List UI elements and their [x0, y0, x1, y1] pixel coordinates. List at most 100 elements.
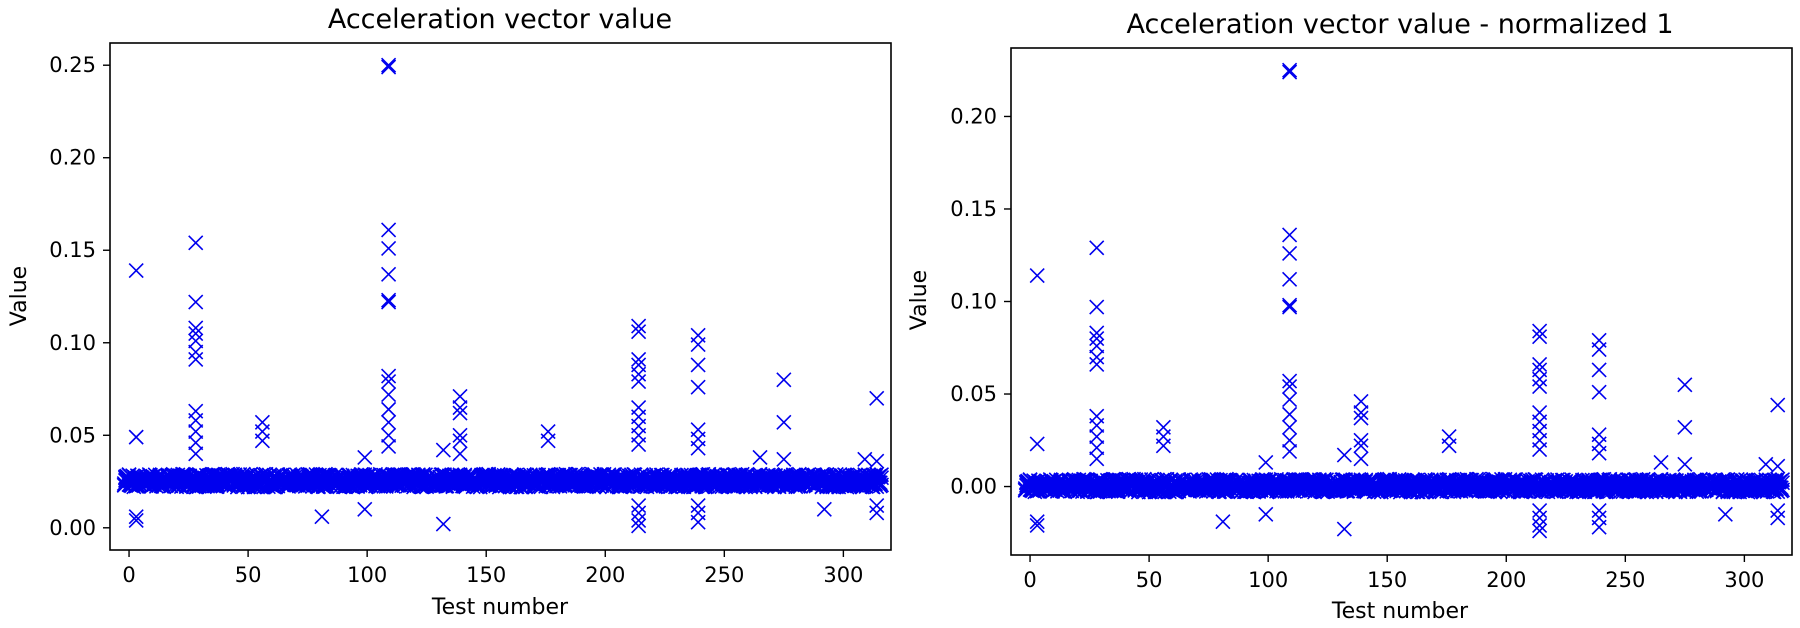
x-tick-label: 100: [1248, 568, 1288, 592]
data-point-outlier: [1591, 445, 1607, 461]
data-point-outlier: [631, 505, 647, 521]
x-tick-label: 150: [466, 563, 506, 587]
data-point-outlier: [188, 294, 204, 310]
data-point-outlier: [1677, 456, 1693, 472]
data-point-outlier: [381, 374, 397, 390]
y-tick-label: 0.20: [950, 104, 997, 128]
data-point-outlier: [1089, 349, 1105, 365]
chart-title: Acceleration vector value - normalized 1: [1126, 9, 1673, 40]
data-point-outlier: [381, 240, 397, 256]
data-point-outlier: [1532, 329, 1548, 345]
data-point-outlier: [631, 374, 647, 390]
x-tick-label: 200: [585, 563, 625, 587]
data-point-outlier: [1591, 362, 1607, 378]
data-point-outlier: [314, 509, 330, 525]
x-tick-label: 300: [823, 563, 863, 587]
data-point-outlier: [452, 388, 468, 404]
data-point-outlier: [816, 501, 832, 517]
data-point-outlier: [188, 333, 204, 349]
data-point-outlier: [188, 325, 204, 342]
data-point-outlier: [381, 294, 397, 310]
y-tick-label: 0.00: [49, 516, 96, 540]
data-point-outlier: [1532, 503, 1548, 519]
chart-acceleration-normalized: Acceleration vector value - normalized 1…: [907, 9, 1793, 624]
x-tick-label: 100: [347, 563, 387, 587]
data-point-outlier: [1353, 393, 1369, 409]
y-tick-label: 0.20: [49, 146, 96, 170]
y-axis-label: Value: [907, 270, 932, 330]
data-point-outlier: [1653, 454, 1669, 471]
data-point-outlier: [1282, 443, 1298, 459]
data-point-outlier: [435, 516, 451, 532]
data-point-outlier: [690, 514, 706, 530]
data-point-outlier: [452, 433, 468, 449]
data-point-outlier: [1282, 64, 1298, 80]
plot-frame: [109, 42, 892, 551]
x-tick-label: 250: [704, 563, 744, 587]
data-point-outlier: [1353, 432, 1369, 448]
data-point-outlier: [381, 414, 397, 430]
y-tick-label: 0.15: [950, 197, 997, 221]
data-point: [873, 467, 890, 483]
x-tick-label: 150: [1367, 568, 1407, 592]
data-point-outlier: [1532, 379, 1548, 395]
data-point-outlier: [188, 435, 204, 451]
data-point-outlier: [128, 509, 144, 525]
data-point-outlier: [1353, 438, 1369, 454]
data-point: [1774, 472, 1791, 488]
data-point-outlier: [188, 235, 204, 251]
y-tick-label: 0.10: [950, 290, 997, 314]
y-tick-label: 0.05: [49, 423, 96, 447]
data-point-outlier: [188, 446, 204, 462]
data-point-outlier: [752, 449, 768, 466]
data-point-outlier: [776, 414, 792, 430]
data-point-outlier: [188, 344, 204, 360]
data-point-outlier: [1677, 377, 1693, 393]
data-point-outlier: [1353, 404, 1369, 421]
data-point-outlier: [381, 266, 397, 282]
data-point-outlier: [1282, 62, 1298, 78]
data-point-outlier: [690, 498, 706, 514]
data-point-outlier: [452, 446, 468, 462]
data-point-outlier: [690, 440, 706, 456]
data-point-outlier: [631, 498, 647, 514]
data-point-outlier: [690, 337, 706, 353]
data-point-outlier: [188, 412, 204, 429]
data-point-outlier: [1029, 268, 1045, 284]
data-point-outlier: [1591, 503, 1607, 519]
data-point-outlier: [869, 453, 885, 469]
data-point-outlier: [1336, 447, 1352, 463]
data-point-outlier: [1532, 371, 1548, 387]
data-point-outlier: [1089, 356, 1105, 372]
chart-acceleration: Acceleration vector value 0 50 100 150 200 25…: [7, 4, 892, 620]
data-point-outlier: [128, 263, 144, 279]
data-point-outlier: [1677, 419, 1693, 435]
data-point-outlier: [381, 292, 397, 308]
data-point-outlier: [1258, 506, 1274, 522]
data-point-outlier: [128, 429, 144, 445]
chart-title: Acceleration vector value: [328, 4, 672, 35]
data-point-outlier: [1282, 392, 1298, 408]
data-point-outlier: [869, 498, 885, 514]
data-point-outlier: [631, 324, 647, 340]
axis-ticks: 0 50 100 150 200 250 300 0.00 0.05 0.10 0.15 0.20 0.…: [49, 53, 863, 587]
plot-area: [1017, 62, 1791, 539]
data-point-outlier: [1770, 397, 1786, 413]
data-point-outlier: [1532, 441, 1548, 458]
data-point-outlier: [188, 351, 204, 367]
data-point-outlier: [690, 379, 706, 395]
data-point-outlier: [1282, 406, 1298, 422]
data-point-outlier: [631, 351, 647, 367]
data-point-outlier: [631, 518, 647, 534]
y-tick-label: 0.00: [950, 475, 997, 499]
y-axis-label: Value: [7, 266, 32, 326]
data-point-outlier: [631, 318, 647, 334]
data-point-outlier: [1089, 338, 1105, 354]
data-point-outlier: [1282, 271, 1298, 287]
y-tick-label: 0.25: [49, 53, 96, 77]
data-point-outlier: [1282, 432, 1298, 448]
x-tick-label: 200: [1486, 568, 1526, 592]
data-point-outlier: [452, 427, 468, 443]
data-point-outlier: [1282, 227, 1298, 243]
